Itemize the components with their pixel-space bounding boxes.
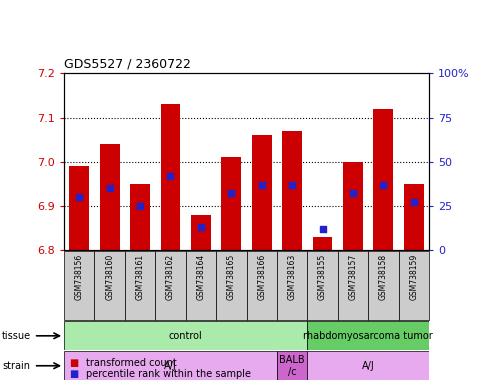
Text: GSM738158: GSM738158 bbox=[379, 254, 388, 300]
Bar bbox=[282, 131, 302, 250]
Bar bbox=[100, 144, 120, 250]
Bar bbox=[64, 251, 95, 320]
Text: GSM738156: GSM738156 bbox=[75, 254, 84, 300]
Text: GSM738165: GSM738165 bbox=[227, 254, 236, 300]
Bar bbox=[155, 251, 186, 320]
Text: control: control bbox=[169, 331, 203, 341]
Bar bbox=[307, 351, 429, 380]
Text: GDS5527 / 2360722: GDS5527 / 2360722 bbox=[64, 58, 191, 71]
Text: A/J: A/J bbox=[362, 361, 375, 371]
Bar bbox=[125, 251, 155, 320]
Bar bbox=[161, 104, 180, 250]
Text: tissue: tissue bbox=[1, 331, 31, 341]
Bar bbox=[95, 251, 125, 320]
Text: percentile rank within the sample: percentile rank within the sample bbox=[86, 369, 251, 379]
Point bbox=[380, 182, 387, 188]
Bar bbox=[191, 215, 211, 250]
Text: GSM738163: GSM738163 bbox=[287, 254, 297, 300]
Bar bbox=[70, 166, 89, 250]
Bar bbox=[307, 321, 429, 350]
Bar bbox=[338, 251, 368, 320]
Point bbox=[167, 173, 175, 179]
Bar bbox=[313, 237, 332, 250]
Bar bbox=[373, 109, 393, 250]
Bar bbox=[307, 251, 338, 320]
Text: GSM738157: GSM738157 bbox=[349, 254, 357, 300]
Text: strain: strain bbox=[2, 361, 31, 371]
Text: GSM738155: GSM738155 bbox=[318, 254, 327, 300]
Text: ■: ■ bbox=[69, 358, 78, 368]
Point bbox=[227, 190, 235, 197]
Bar bbox=[398, 251, 429, 320]
Point bbox=[318, 226, 326, 232]
Bar bbox=[343, 162, 363, 250]
Point bbox=[136, 203, 144, 209]
Bar bbox=[277, 351, 307, 380]
Text: ■: ■ bbox=[69, 369, 78, 379]
Bar bbox=[277, 251, 307, 320]
Text: GSM738166: GSM738166 bbox=[257, 254, 266, 300]
Bar bbox=[404, 184, 423, 250]
Point bbox=[288, 182, 296, 188]
Bar bbox=[368, 251, 398, 320]
Point bbox=[349, 190, 357, 197]
Text: rhabdomyosarcoma tumor: rhabdomyosarcoma tumor bbox=[303, 331, 433, 341]
Bar bbox=[186, 251, 216, 320]
Bar bbox=[64, 351, 277, 380]
Text: BALB
/c: BALB /c bbox=[280, 355, 305, 377]
Point bbox=[197, 224, 205, 230]
Text: transformed count: transformed count bbox=[86, 358, 177, 368]
Text: GSM738159: GSM738159 bbox=[409, 254, 418, 300]
Text: GSM738160: GSM738160 bbox=[105, 254, 114, 300]
Text: GSM738164: GSM738164 bbox=[196, 254, 206, 300]
Point bbox=[410, 199, 418, 205]
Bar bbox=[252, 135, 272, 250]
Point bbox=[106, 185, 113, 191]
Point bbox=[258, 182, 266, 188]
Point bbox=[75, 194, 83, 200]
Text: GSM738162: GSM738162 bbox=[166, 254, 175, 300]
Bar bbox=[64, 321, 307, 350]
Text: A/J: A/J bbox=[164, 361, 177, 371]
Text: GSM738161: GSM738161 bbox=[136, 254, 144, 300]
Bar bbox=[221, 157, 241, 250]
Bar bbox=[130, 184, 150, 250]
Bar bbox=[246, 251, 277, 320]
Bar bbox=[216, 251, 246, 320]
